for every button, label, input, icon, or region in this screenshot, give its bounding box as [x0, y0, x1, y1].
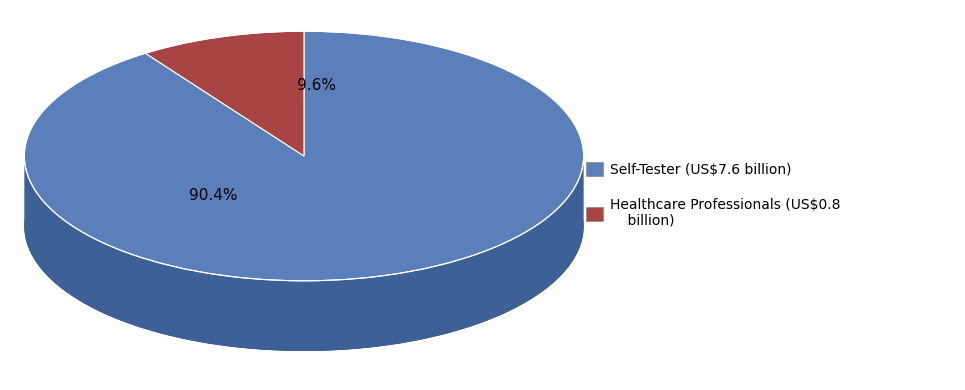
- Text: 90.4%: 90.4%: [188, 188, 237, 202]
- Text: 9.6%: 9.6%: [296, 78, 336, 93]
- Ellipse shape: [24, 101, 584, 351]
- Polygon shape: [24, 156, 584, 351]
- Legend: Self-Tester (US$7.6 billion), Healthcare Professionals (US$0.8
    billion): Self-Tester (US$7.6 billion), Healthcare…: [586, 162, 841, 228]
- Polygon shape: [146, 31, 304, 156]
- Polygon shape: [24, 31, 584, 281]
